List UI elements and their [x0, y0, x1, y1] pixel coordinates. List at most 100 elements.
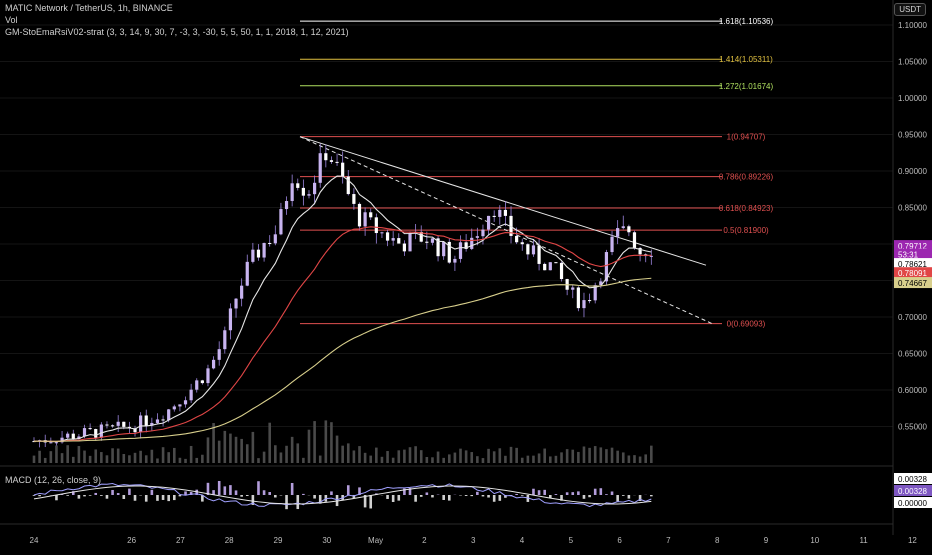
volume-bar — [302, 458, 305, 463]
candle-body — [582, 300, 585, 308]
volume-bar — [442, 458, 445, 463]
candle-body — [100, 425, 103, 438]
macd-histogram-bar — [628, 495, 631, 499]
macd-histogram-bar — [229, 485, 232, 495]
macd-histogram-bar — [622, 495, 625, 496]
volume-bar — [66, 445, 69, 463]
volume-bar — [72, 457, 75, 463]
macd-histogram-bar — [347, 485, 350, 495]
volume-bar — [319, 456, 322, 463]
x-axis-tick-label: 11 — [859, 536, 868, 545]
candle-body — [234, 299, 237, 309]
macd-histogram-bar — [94, 493, 97, 495]
candle-body — [167, 409, 170, 420]
symbol-title[interactable]: MATIC Network / TetherUS, 1h, BINANCE — [5, 3, 173, 13]
macd-legend[interactable]: MACD (12, 26, close, 9) — [5, 475, 101, 485]
vol-legend[interactable]: Vol — [5, 15, 18, 25]
candle-body — [313, 183, 316, 194]
macd-histogram-bar — [55, 495, 58, 500]
macd-histogram-bar — [616, 495, 619, 501]
candle-body — [526, 244, 529, 254]
candle-body — [425, 242, 428, 243]
volume-bar — [644, 454, 647, 463]
volume-bar — [476, 456, 479, 463]
y-axis-tick-label: 0.85000 — [898, 204, 927, 213]
volume-bar — [224, 431, 227, 463]
candle-body — [335, 162, 338, 163]
volume-bar — [454, 453, 457, 463]
candle-body — [246, 262, 249, 286]
macd-histogram-bar — [476, 492, 479, 495]
volume-bar — [347, 443, 350, 463]
candle-body — [190, 390, 193, 401]
candle-body — [83, 428, 86, 436]
macd-histogram-bar — [145, 495, 148, 502]
candle-body — [55, 442, 58, 443]
volume-bar — [375, 448, 378, 463]
volume-bar — [235, 437, 238, 463]
x-axis-tick-label: 27 — [176, 536, 185, 545]
macd-histogram-bar — [179, 495, 182, 496]
macd-histogram-bar — [291, 483, 294, 495]
volume-bar — [369, 456, 372, 463]
volume-bar — [521, 458, 524, 463]
candle-body — [549, 262, 552, 270]
macd-histogram-bar — [650, 495, 653, 496]
currency-button[interactable]: USDT — [894, 3, 926, 16]
candle-body — [251, 250, 254, 262]
y-axis-tick-label: 1.05000 — [898, 58, 927, 67]
volume-bar — [195, 458, 198, 463]
volume-bar — [527, 456, 530, 463]
macd-tag-text: 0.00328 — [898, 475, 927, 484]
volume-bar — [600, 447, 603, 463]
candle-body — [274, 234, 277, 243]
volume-bar — [179, 458, 182, 463]
x-axis-tick-label: 10 — [810, 536, 819, 545]
candle-body — [588, 300, 591, 301]
fib-level-label: 1(0.94707) — [727, 133, 766, 142]
macd-histogram-bar — [414, 495, 417, 502]
macd-histogram-bar — [128, 489, 131, 495]
volume-bar — [397, 450, 400, 463]
volume-bar — [571, 450, 574, 463]
volume-bar — [111, 448, 114, 463]
candle-body — [470, 238, 473, 249]
volume-bar — [414, 446, 417, 463]
volume-bar — [465, 450, 468, 463]
macd-histogram-bar — [122, 495, 125, 499]
candle-body — [442, 242, 445, 256]
macd-histogram-bar — [240, 495, 243, 497]
candle-body — [392, 238, 395, 241]
volume-bar — [285, 446, 288, 463]
volume-bar — [325, 420, 328, 463]
candle-body — [532, 245, 535, 254]
candle-body — [184, 400, 187, 404]
macd-histogram-bar — [420, 495, 423, 497]
volume-bar — [78, 446, 81, 463]
volume-bar — [291, 437, 294, 463]
candle-body — [285, 201, 288, 209]
volume-bar — [274, 445, 277, 463]
candle-body — [178, 404, 181, 406]
macd-histogram-bar — [571, 492, 574, 495]
volume-bar — [353, 450, 356, 463]
y-axis-tick-label: 0.60000 — [898, 386, 927, 395]
candle-body — [218, 349, 221, 360]
strategy-legend[interactable]: GM-StoEmaRsiV02-strat (3, 3, 14, 9, 30, … — [5, 27, 349, 37]
candle-body — [307, 194, 310, 196]
macd-histogram-bar — [493, 495, 496, 502]
volume-bar — [364, 453, 367, 463]
macd-histogram-bar — [134, 495, 137, 501]
macd-histogram-bar — [442, 495, 445, 500]
macd-histogram-bar — [235, 490, 238, 495]
candle-body — [145, 415, 148, 425]
volume-bar — [89, 456, 92, 463]
x-axis-tick-label: 2 — [422, 536, 427, 545]
macd-histogram-bar — [588, 495, 591, 497]
volume-bar — [628, 455, 631, 463]
candle-body — [291, 183, 294, 201]
volume-bar — [459, 449, 462, 463]
